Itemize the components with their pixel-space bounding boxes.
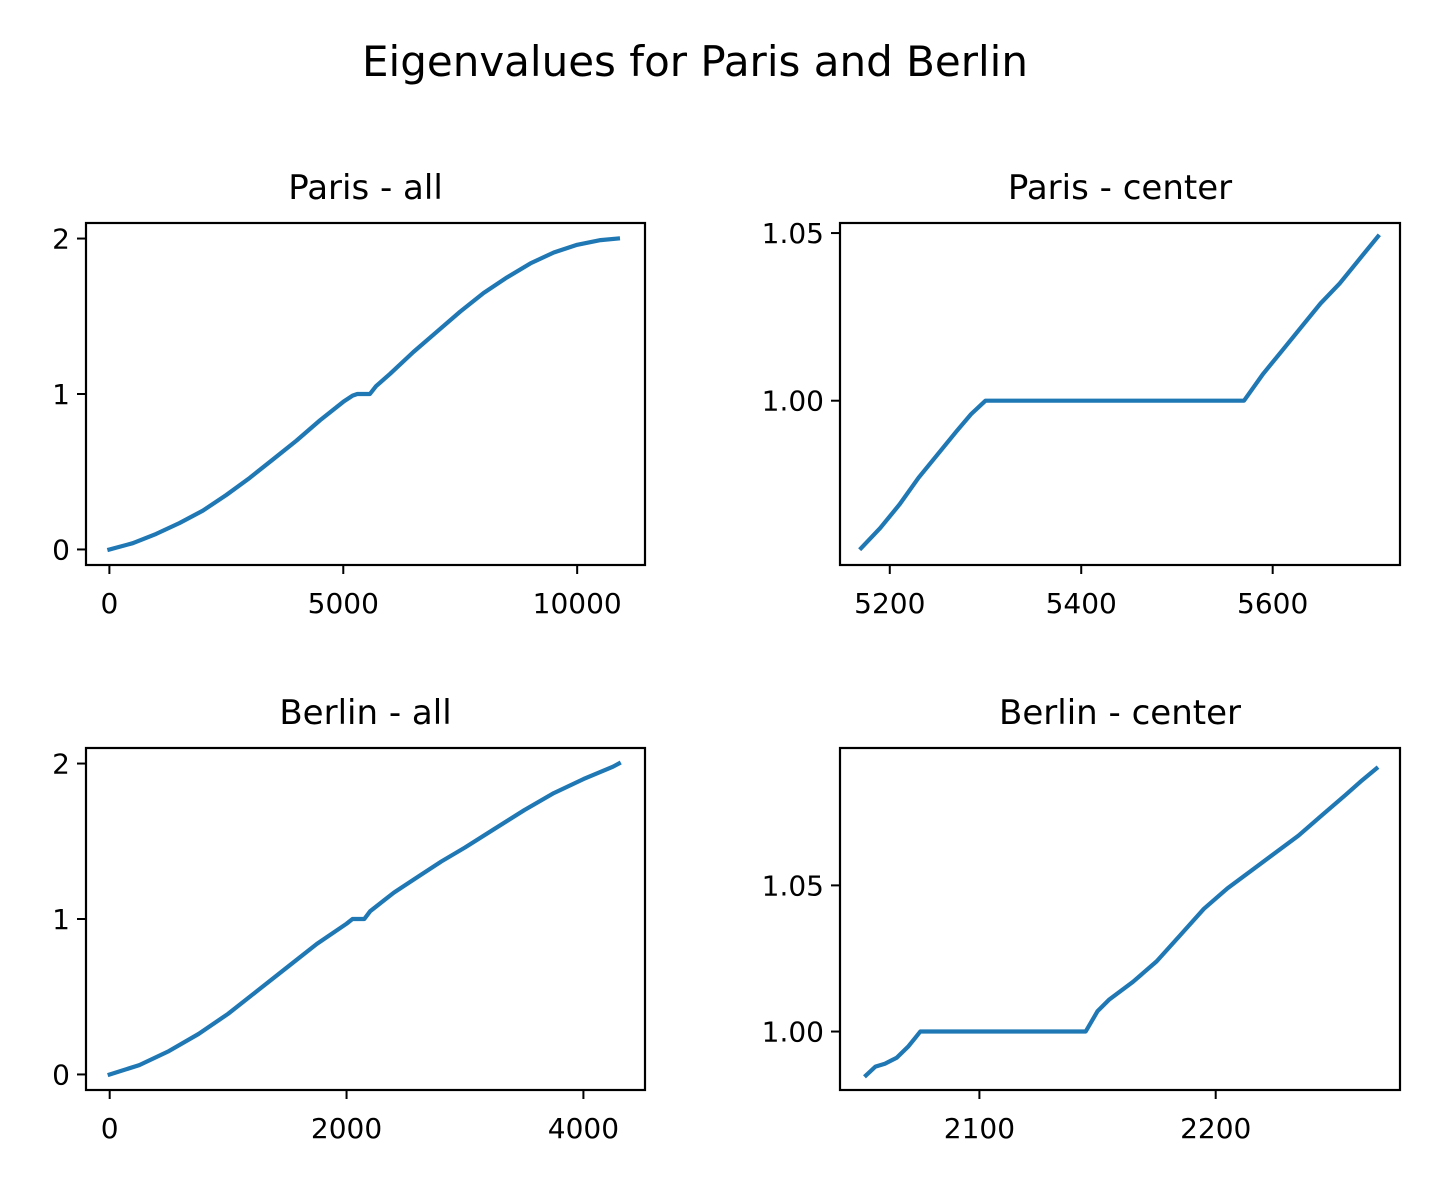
x-tick-label: 0 (100, 587, 118, 620)
x-tick-label: 0 (101, 1112, 119, 1145)
x-tick-label: 4000 (548, 1112, 619, 1145)
y-tick-label: 1.05 (762, 217, 824, 250)
x-tick-label: 2200 (1180, 1112, 1251, 1145)
x-tick-label: 2100 (944, 1112, 1015, 1145)
y-tick-label: 1.00 (762, 1016, 824, 1049)
panel-title: Paris - center (1008, 168, 1232, 208)
axes-frame (838, 746, 1402, 1092)
panel-paris-center: Paris - center 5200 5400 5600 1.00 1.05 (762, 168, 1402, 620)
series-line (106, 236, 621, 553)
y-tick-label: 0 (52, 533, 70, 566)
y-tick-label: 1.00 (762, 385, 824, 418)
x-tick-label: 10000 (533, 587, 622, 620)
y-tick-label: 1.05 (762, 869, 824, 902)
panel-title: Berlin - center (999, 693, 1241, 733)
x-tick-label: 5400 (1046, 587, 1117, 620)
panel-berlin-center: Berlin - center 2100 2200 1.00 1.05 (762, 693, 1402, 1145)
x-tick-label: 5600 (1237, 587, 1308, 620)
panel-title: Berlin - all (279, 693, 451, 733)
panel-title: Paris - all (288, 168, 443, 208)
figure-title: Eigenvalues for Paris and Berlin (362, 37, 1028, 86)
y-tick-label: 2 (52, 748, 70, 781)
x-tick-label: 2000 (311, 1112, 382, 1145)
series-line (863, 765, 1380, 1079)
y-tick-label: 0 (52, 1058, 70, 1091)
axes-frame (838, 221, 1402, 567)
series-line (107, 760, 622, 1078)
x-tick-label: 5200 (854, 587, 925, 620)
series-line (858, 233, 1381, 552)
panel-berlin-all: Berlin - all 0 2000 4000 0 1 2 (52, 693, 647, 1145)
y-tick-label: 1 (52, 378, 70, 411)
y-tick-label: 1 (52, 903, 70, 936)
x-tick-label: 5000 (308, 587, 379, 620)
panel-paris-all: Paris - all 0 5000 10000 0 1 2 (52, 168, 647, 620)
y-tick-label: 2 (52, 223, 70, 256)
